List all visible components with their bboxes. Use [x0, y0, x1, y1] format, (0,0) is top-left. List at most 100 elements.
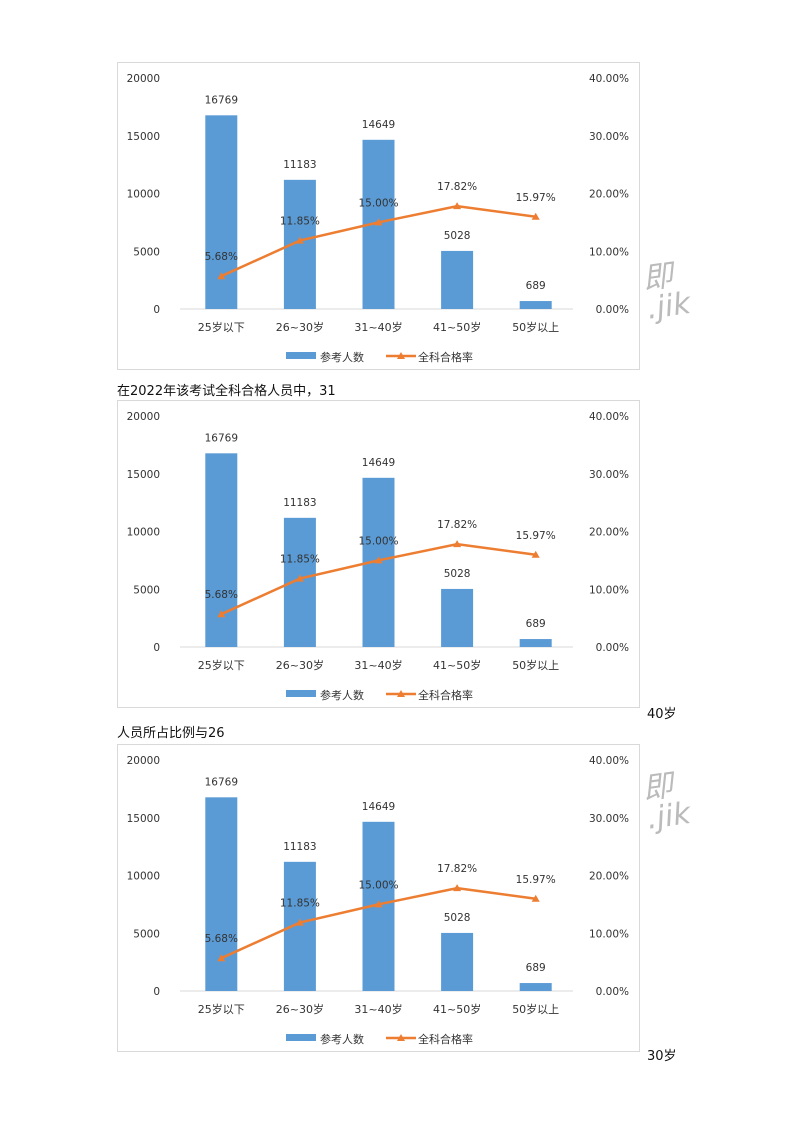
line-value-label: 5.68%	[205, 933, 238, 945]
line-value-label: 11.85%	[280, 898, 320, 910]
right-axis-tick: 40.00%	[589, 411, 629, 423]
category-label: 50岁以上	[512, 320, 559, 334]
category-label: 41~50岁	[433, 658, 481, 672]
category-label: 31~40岁	[354, 658, 402, 672]
bar-value-label: 11183	[283, 841, 316, 853]
bar-value-label: 689	[526, 618, 546, 630]
category-label: 26~30岁	[276, 1002, 324, 1016]
line-marker	[531, 894, 540, 902]
right-axis-tick: 30.00%	[589, 813, 629, 825]
bar-value-label: 14649	[362, 457, 395, 469]
legend-line-label: 全科合格率	[418, 1032, 473, 1046]
line-marker	[453, 884, 462, 892]
chart-1: 0 5000 10000 15000 20000 0.00% 10.00% 20.00% 30.…	[117, 62, 640, 370]
bar	[519, 983, 552, 991]
legend-bar-label: 参考人数	[320, 350, 364, 364]
line-value-label: 15.00%	[358, 879, 398, 891]
right-axis-tick: 40.00%	[589, 755, 629, 767]
legend-bar-swatch	[286, 690, 316, 697]
left-axis-tick: 15000	[127, 469, 160, 481]
bar	[519, 301, 552, 309]
category-label: 50岁以上	[512, 658, 559, 672]
bar-value-label: 5028	[444, 912, 471, 924]
bar	[205, 797, 238, 991]
legend-bar-swatch	[286, 1034, 316, 1041]
bar-value-label: 14649	[362, 801, 395, 813]
left-axis-tick: 10000	[127, 189, 160, 201]
bar-value-label: 16769	[205, 776, 238, 788]
legend-line-marker	[397, 352, 405, 359]
left-axis-tick: 5000	[133, 246, 160, 258]
line-marker	[295, 236, 304, 244]
category-label: 31~40岁	[354, 1002, 402, 1016]
line-marker	[217, 954, 226, 962]
line-marker	[217, 272, 226, 280]
bar-value-label: 689	[526, 962, 546, 974]
watermark: 即 .jik	[640, 258, 693, 327]
line-marker	[531, 212, 540, 220]
line-value-label: 15.97%	[516, 192, 556, 204]
legend-line-marker	[397, 690, 405, 697]
line-value-label: 5.68%	[205, 251, 238, 263]
line-marker	[374, 900, 383, 908]
line-marker	[453, 202, 462, 210]
line-marker	[295, 918, 304, 926]
left-axis-tick: 15000	[127, 813, 160, 825]
bar-value-label: 16769	[205, 432, 238, 444]
bar-value-label: 16769	[205, 94, 238, 106]
left-axis-tick: 10000	[127, 871, 160, 883]
side-text-1: 40岁	[647, 707, 677, 722]
left-axis-tick: 0	[153, 986, 160, 998]
right-axis-tick: 0.00%	[596, 304, 629, 316]
legend-line-label: 全科合格率	[418, 350, 473, 364]
right-axis-tick: 10.00%	[589, 246, 629, 258]
left-axis-tick: 20000	[127, 755, 160, 767]
line-marker	[295, 574, 304, 582]
line-value-label: 17.82%	[437, 863, 477, 875]
right-axis-tick: 30.00%	[589, 469, 629, 481]
left-axis-tick: 5000	[133, 928, 160, 940]
bar-value-label: 5028	[444, 568, 471, 580]
bar	[441, 932, 474, 991]
right-axis-tick: 10.00%	[589, 928, 629, 940]
bar-value-label: 689	[526, 280, 546, 292]
left-axis-tick: 20000	[127, 411, 160, 423]
line-value-label: 5.68%	[205, 589, 238, 601]
line-marker	[374, 556, 383, 564]
line-marker	[374, 218, 383, 226]
right-axis-tick: 20.00%	[589, 189, 629, 201]
bar	[441, 588, 474, 647]
right-axis-tick: 20.00%	[589, 871, 629, 883]
left-axis-tick: 15000	[127, 131, 160, 143]
legend-line-marker	[397, 1034, 405, 1041]
category-label: 25岁以下	[198, 320, 245, 334]
bar	[205, 115, 238, 309]
category-label: 26~30岁	[276, 320, 324, 334]
line-value-label: 11.85%	[280, 216, 320, 228]
category-label: 26~30岁	[276, 658, 324, 672]
bar-value-label: 11183	[283, 159, 316, 171]
left-axis-tick: 20000	[127, 73, 160, 85]
bar-value-label: 14649	[362, 119, 395, 131]
bar-value-label: 11183	[283, 497, 316, 509]
legend-line-label: 全科合格率	[418, 688, 473, 702]
line-marker	[217, 610, 226, 618]
line-value-label: 15.00%	[358, 535, 398, 547]
side-text-2: 30岁	[647, 1049, 677, 1064]
line-value-label: 15.97%	[516, 874, 556, 886]
left-axis-tick: 0	[153, 642, 160, 654]
legend-bar-swatch	[286, 352, 316, 359]
line-marker	[531, 550, 540, 558]
left-axis-tick: 0	[153, 304, 160, 316]
bar	[441, 250, 474, 309]
watermark: 即 .jik	[640, 768, 693, 837]
category-label: 31~40岁	[354, 320, 402, 334]
category-label: 25岁以下	[198, 1002, 245, 1016]
line-value-label: 15.97%	[516, 530, 556, 542]
left-axis-tick: 5000	[133, 584, 160, 596]
line-value-label: 11.85%	[280, 554, 320, 566]
bar-value-label: 5028	[444, 230, 471, 242]
line-value-label: 15.00%	[358, 197, 398, 209]
line-marker	[453, 540, 462, 548]
right-axis-tick: 40.00%	[589, 73, 629, 85]
